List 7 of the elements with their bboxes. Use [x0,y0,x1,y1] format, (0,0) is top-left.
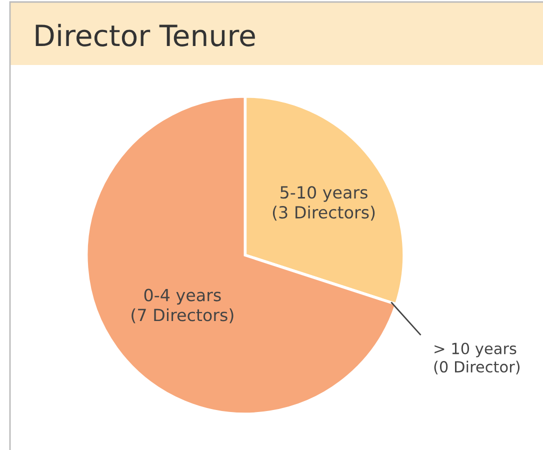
slice-label: 0-4 years [144,288,221,305]
chart-title: Director Tenure [36,24,255,46]
category-label: > 10 years [434,342,516,358]
text: (0 Director) [434,360,520,374]
data-label: (7 Directors) [132,308,234,324]
slice-label: 5-10 years [280,186,368,202]
data-label: (3 Directors) [272,206,375,221]
